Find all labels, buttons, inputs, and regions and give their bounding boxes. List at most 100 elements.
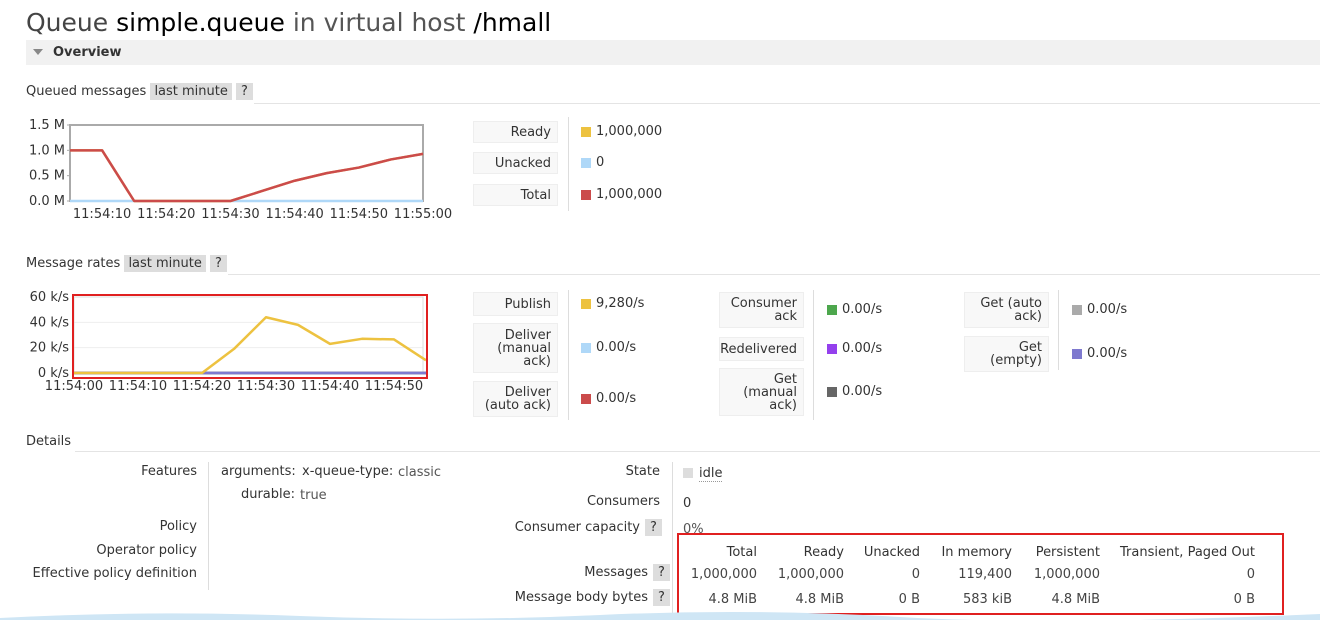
series-line [74, 316, 427, 375]
capacity-value: 0% [683, 522, 704, 534]
legend-swatch [1072, 305, 1082, 315]
table-cell: 4.8 MiB [1051, 592, 1100, 607]
overview-title: Overview [53, 45, 122, 60]
table-cell: 1,000,000 [1033, 567, 1100, 582]
legend-value: 0.00/s [842, 302, 883, 317]
table-cell: 0 [911, 567, 920, 582]
x-tick-label: 11:54:00 [45, 379, 103, 394]
row-label: Messages [584, 565, 648, 580]
y-tick-label: 0.5 M [29, 169, 65, 184]
legend-swatch [827, 387, 837, 397]
legend-swatch [581, 299, 591, 309]
y-tick-label: 60 k/s [30, 290, 70, 305]
row-label: Consumers [586, 494, 660, 509]
row-label: Consumer capacity [514, 520, 640, 535]
legend-value: 0.00/s [596, 340, 637, 355]
row-label: State [625, 464, 660, 479]
legend-label: Ready [473, 121, 558, 143]
page-title: Queue simple.queue in virtual host /hmal… [26, 8, 551, 37]
queued-chart: 0.0 M 0.5 M 1.0 M 1.5 M 11:54:10 11:54:20 11:5… [29, 118, 452, 222]
table-cell: 0 [1246, 567, 1255, 582]
queued-header: Queued messages last minute ? [26, 83, 253, 100]
highlight-box [72, 294, 428, 379]
rates-header: Message rates last minute ? [26, 255, 227, 272]
legend-value: 1,000,000 [596, 124, 663, 139]
consumers-value: 0 [683, 496, 692, 511]
column-header: Transient, Paged Out [1120, 545, 1255, 560]
help-button[interactable]: ? [645, 519, 662, 536]
state-value: idle [699, 466, 723, 482]
separator [568, 117, 569, 211]
overview-bar[interactable]: Overview [26, 40, 1320, 65]
legend-label: Publish [473, 292, 558, 316]
legend-label: Redelivered [719, 337, 804, 361]
column-header: In memory [941, 545, 1012, 560]
legend-label: Get (empty) [964, 336, 1049, 372]
separator [1058, 290, 1059, 370]
arg-key: x-queue-type: [302, 464, 394, 479]
legend-swatch [827, 305, 837, 315]
legend-value: 0 [596, 155, 605, 170]
range-button[interactable]: last minute [124, 255, 206, 272]
x-tick-label: 11:54:10 [73, 207, 131, 222]
table-cell: 119,400 [958, 567, 1012, 582]
legend-value: 0.00/s [842, 384, 883, 399]
rates-chart: 0 k/s 20 k/s 40 k/s 60 k/s 11:54:00 11:54:10 1… [30, 290, 427, 394]
help-button[interactable]: ? [210, 255, 227, 272]
details-label: Details [26, 434, 72, 449]
y-tick-label: 1.0 M [29, 143, 65, 158]
x-tick-label: 11:54:10 [109, 379, 167, 394]
plot-frame [69, 124, 424, 202]
y-tick-label: 0 k/s [38, 366, 69, 381]
row-label: Effective policy definition [32, 566, 197, 581]
divider [254, 103, 1320, 104]
x-tick-label: 11:54:20 [173, 379, 231, 394]
queue-name: simple.queue [116, 8, 285, 37]
x-tick-label: 11:54:40 [301, 379, 359, 394]
section-label: Queued messages [26, 84, 147, 99]
series-line [70, 149, 424, 203]
separator [208, 462, 209, 590]
title-middle: in virtual host [292, 8, 466, 37]
table-cell: 0 B [898, 592, 920, 607]
x-tick-label: 11:54:50 [330, 207, 388, 222]
row-label: Features [141, 464, 197, 479]
arg-value: classic [398, 465, 442, 480]
title-prefix: Queue [26, 8, 109, 37]
separator [672, 462, 673, 620]
legend-label: Unacked [473, 152, 558, 174]
column-header: Ready [803, 545, 844, 560]
help-button[interactable]: ? [653, 564, 670, 581]
legend-swatch [581, 190, 591, 200]
column-header: Unacked [863, 545, 920, 560]
table-cell: 4.8 MiB [795, 592, 844, 607]
vhost-name: /hmall [473, 8, 552, 37]
legend-value: 9,280/s [596, 296, 645, 311]
section-label: Message rates [26, 256, 121, 271]
table-cell: 0 B [1233, 592, 1255, 607]
legend-label: Deliver (manual ack) [473, 323, 558, 373]
separator [568, 290, 569, 420]
help-button[interactable]: ? [236, 83, 253, 100]
x-tick-label: 11:54:50 [365, 379, 423, 394]
x-tick-label: 11:55:00 [394, 207, 452, 222]
divider [228, 274, 1320, 275]
x-tick-label: 11:54:30 [201, 207, 259, 222]
legend-swatch [581, 343, 591, 353]
range-button[interactable]: last minute [150, 83, 232, 100]
legend-label: Get (auto ack) [964, 292, 1049, 328]
y-tick-label: 1.5 M [29, 118, 65, 133]
help-button[interactable]: ? [653, 589, 670, 606]
table-cell: 1,000,000 [777, 567, 844, 582]
x-tick-label: 11:54:20 [137, 207, 195, 222]
y-tick-label: 20 k/s [30, 341, 70, 356]
legend-value: 0.00/s [596, 391, 637, 406]
legend-value: 1,000,000 [596, 187, 663, 202]
column-header: Persistent [1035, 545, 1100, 560]
legend-swatch [581, 127, 591, 137]
legend-value: 0.00/s [1087, 346, 1128, 361]
legend-swatch [581, 158, 591, 168]
row-label: Operator policy [96, 543, 197, 558]
collapse-icon [33, 49, 43, 55]
